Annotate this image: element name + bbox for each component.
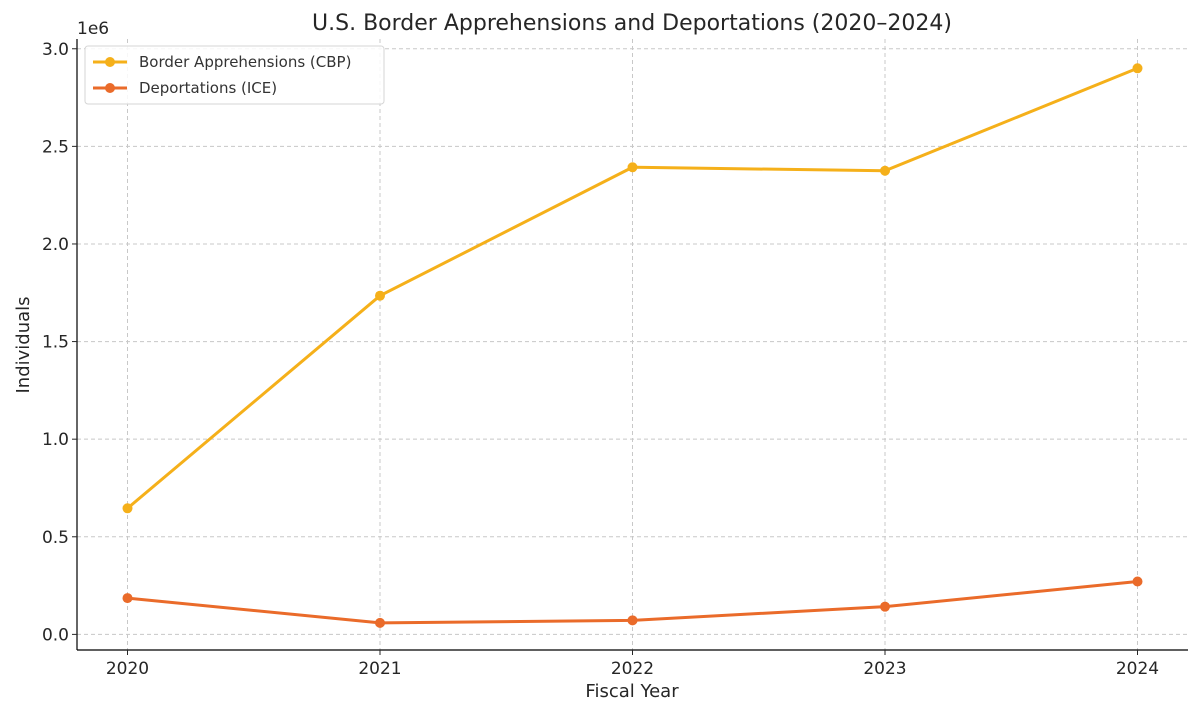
data-point-deportations — [375, 617, 385, 628]
x-tick-label: 2021 — [358, 659, 401, 679]
y-tick-label: 2.0 — [42, 235, 69, 255]
y-tick-label: 3.0 — [42, 40, 69, 60]
legend-marker-apprehensions — [105, 57, 115, 67]
data-point-apprehensions — [880, 165, 890, 176]
x-tick-label: 2023 — [863, 659, 906, 679]
legend-label-deportations: Deportations (ICE) — [139, 79, 277, 97]
legend: Border Apprehensions (CBP) Deportations (… — [84, 45, 385, 105]
y-tick-label: 0.0 — [42, 625, 69, 645]
x-axis-label: Fiscal Year — [585, 681, 679, 702]
data-point-apprehensions — [122, 503, 133, 514]
data-point-deportations — [880, 601, 890, 612]
series-line-apprehensions — [126, 66, 1139, 510]
axis-layer: 2020 2021 2022 2023 2024 0.0 0.5 1.0 1.5 2.0 2.5 3.… — [42, 39, 1188, 679]
data-point-deportations — [627, 615, 638, 626]
series-layer — [122, 63, 1143, 628]
grid-layer — [77, 39, 1188, 650]
y-tick-label: 1.5 — [42, 333, 69, 353]
y-tick-label: 2.5 — [42, 137, 69, 157]
legend-frame — [84, 45, 385, 105]
data-point-deportations — [1132, 576, 1143, 587]
y-axis-offset-label: 1e6 — [77, 19, 109, 39]
x-tick-label: 2020 — [106, 659, 149, 679]
data-point-apprehensions — [627, 162, 638, 173]
data-point-apprehensions — [375, 290, 385, 301]
x-tick-label: 2022 — [611, 659, 654, 679]
legend-marker-deportations — [105, 83, 115, 93]
y-tick-label: 1.0 — [42, 430, 69, 450]
chart-title: U.S. Border Apprehensions and Deportatio… — [312, 11, 952, 36]
legend-label-apprehensions: Border Apprehensions (CBP) — [139, 53, 351, 71]
y-tick-label: 0.5 — [42, 528, 69, 548]
data-point-apprehensions — [1132, 63, 1143, 74]
data-point-deportations — [122, 593, 133, 604]
y-axis-label: Individuals — [13, 296, 34, 393]
x-tick-label: 2024 — [1116, 659, 1159, 679]
